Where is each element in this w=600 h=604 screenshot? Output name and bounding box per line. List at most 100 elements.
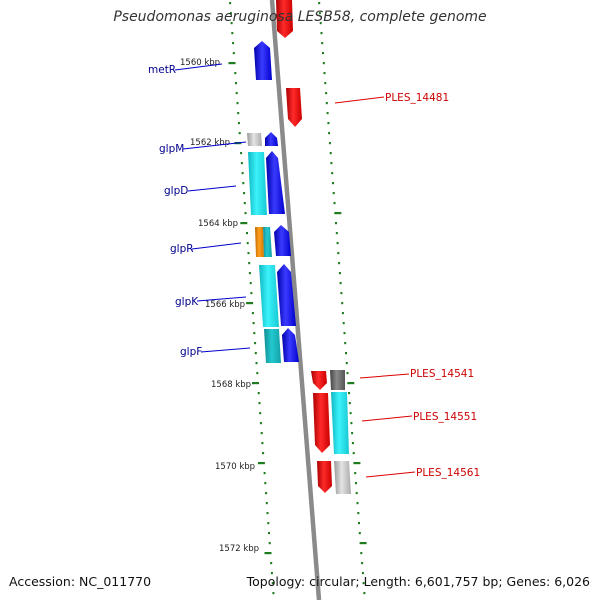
- gene-feature-glpF[interactable]: [264, 329, 281, 363]
- minor-scale-tick: [254, 352, 257, 355]
- gene-feature-glpD[interactable]: [248, 152, 267, 215]
- minor-scale-tick: [339, 282, 342, 285]
- gene-label-PLES-14541[interactable]: PLES_14541: [410, 368, 474, 380]
- gene-feature-PLES-14541[interactable]: [311, 371, 327, 390]
- minor-scale-tick: [265, 492, 268, 495]
- minor-scale-tick: [241, 172, 244, 175]
- minor-scale-tick: [266, 512, 269, 515]
- gene-label-glpK[interactable]: glpK: [175, 296, 199, 308]
- gene-feature-glpK-adjacent[interactable]: [277, 264, 296, 326]
- minor-scale-tick: [343, 332, 346, 335]
- minor-scale-tick: [261, 442, 264, 445]
- scale-label-1560: 1560 kbp: [180, 58, 220, 68]
- minor-scale-tick: [237, 122, 240, 125]
- major-scale-tick: [257, 462, 265, 465]
- minor-scale-tick: [358, 522, 360, 525]
- minor-scale-tick: [327, 122, 330, 125]
- minor-scale-tick: [248, 272, 251, 275]
- leader-line-glpM: [182, 141, 247, 150]
- scale-label-1566: 1566 kbp: [205, 300, 245, 310]
- gene-features: [247, 0, 351, 494]
- minor-scale-tick: [270, 562, 273, 565]
- minor-scale-tick: [319, 22, 322, 25]
- major-scale-tick: [246, 302, 254, 305]
- minor-scale-tick: [259, 412, 262, 415]
- minor-scale-tick: [318, 12, 321, 15]
- leader-line-metR: [174, 63, 223, 71]
- forward-gene-labels: metR glpM glpD glpR glpK glpF: [148, 63, 251, 358]
- gene-feature-glpM-adjacent[interactable]: [265, 132, 278, 146]
- minor-scale-tick: [345, 352, 347, 355]
- gene-feature-glpR-adjacent[interactable]: [263, 227, 272, 257]
- minor-scale-tick: [348, 402, 351, 405]
- minor-scale-tick: [338, 262, 341, 265]
- minor-scale-tick: [324, 82, 327, 85]
- gene-feature-glpF-adjacent[interactable]: [282, 328, 299, 362]
- minor-scale-tick: [237, 112, 240, 115]
- minor-scale-tick: [252, 322, 255, 325]
- minor-scale-tick: [332, 192, 335, 195]
- minor-scale-tick: [265, 502, 268, 505]
- gene-label-PLES-14561[interactable]: PLES_14561: [416, 467, 480, 479]
- gene-feature-glpR-blue[interactable]: [274, 225, 291, 256]
- gene-feature-PLES-14561-adjacent[interactable]: [334, 461, 351, 494]
- leader-line-PLES-14561: [365, 471, 416, 478]
- minor-scale-tick: [264, 482, 267, 485]
- gene-feature-reverse-top[interactable]: [276, 0, 293, 38]
- minor-scale-tick: [270, 572, 273, 575]
- leader-line-PLES-14541: [359, 373, 410, 379]
- gene-label-PLES-14551[interactable]: PLES_14551: [413, 411, 477, 423]
- gene-label-glpR[interactable]: glpR: [170, 243, 194, 255]
- minor-scale-tick: [229, 12, 232, 15]
- minor-scale-tick: [240, 162, 243, 165]
- minor-scale-tick: [325, 102, 328, 105]
- minor-scale-tick: [248, 262, 251, 265]
- gene-label-PLES-14481[interactable]: PLES_14481: [385, 92, 449, 104]
- minor-scale-tick: [331, 172, 334, 175]
- gene-feature-PLES-14481[interactable]: [286, 88, 302, 127]
- minor-scale-tick: [257, 392, 260, 395]
- gene-feature-glpM[interactable]: [247, 133, 262, 146]
- gene-feature-PLES-14551-adjacent[interactable]: [331, 392, 349, 454]
- scale-label-1572: 1572 kbp: [219, 544, 259, 554]
- gene-label-metR[interactable]: metR: [148, 64, 176, 76]
- minor-scale-tick: [360, 552, 363, 555]
- leader-line-glpD: [187, 185, 237, 192]
- gene-label-glpF[interactable]: glpF: [180, 346, 202, 358]
- gene-label-glpM[interactable]: glpM: [159, 143, 184, 155]
- gene-feature-PLES-14541-adjacent[interactable]: [330, 370, 345, 390]
- minor-scale-tick: [232, 42, 235, 45]
- minor-scale-tick: [271, 582, 274, 585]
- minor-scale-tick: [361, 572, 364, 575]
- minor-scale-tick: [272, 592, 275, 595]
- scale-labels: 1560 kbp 1562 kbp 1564 kbp 1566 kbp 1568…: [180, 58, 259, 554]
- minor-scale-tick: [235, 92, 238, 95]
- minor-scale-tick: [351, 432, 354, 435]
- gene-feature-glpK[interactable]: [259, 265, 279, 327]
- minor-scale-tick: [345, 362, 348, 365]
- minor-scale-tick: [268, 542, 271, 545]
- leader-line-glpR: [191, 242, 242, 250]
- minor-scale-tick: [341, 312, 344, 315]
- gene-label-glpD[interactable]: glpD: [164, 185, 188, 197]
- minor-scale-tick: [262, 452, 265, 455]
- scale-label-1564: 1564 kbp: [198, 219, 238, 229]
- gene-feature-metR[interactable]: [254, 41, 272, 80]
- gene-feature-PLES-14561[interactable]: [317, 461, 332, 493]
- scale-label-1562: 1562 kbp: [190, 138, 230, 148]
- minor-scale-tick: [259, 422, 262, 425]
- minor-scale-tick: [232, 52, 235, 55]
- minor-scale-tick: [323, 72, 326, 75]
- minor-scale-tick: [362, 582, 365, 585]
- scale-label-1568: 1568 kbp: [211, 380, 251, 390]
- minor-scale-tick: [240, 152, 243, 155]
- minor-scale-tick: [318, 2, 321, 5]
- minor-scale-tick: [260, 432, 263, 435]
- gene-feature-glpD-adjacent[interactable]: [266, 151, 285, 214]
- minor-scale-tick: [344, 342, 347, 345]
- gene-feature-glpR[interactable]: [255, 227, 264, 257]
- minor-scale-tick: [337, 252, 340, 255]
- gene-feature-PLES-14551[interactable]: [313, 393, 330, 453]
- minor-scale-tick: [253, 332, 256, 335]
